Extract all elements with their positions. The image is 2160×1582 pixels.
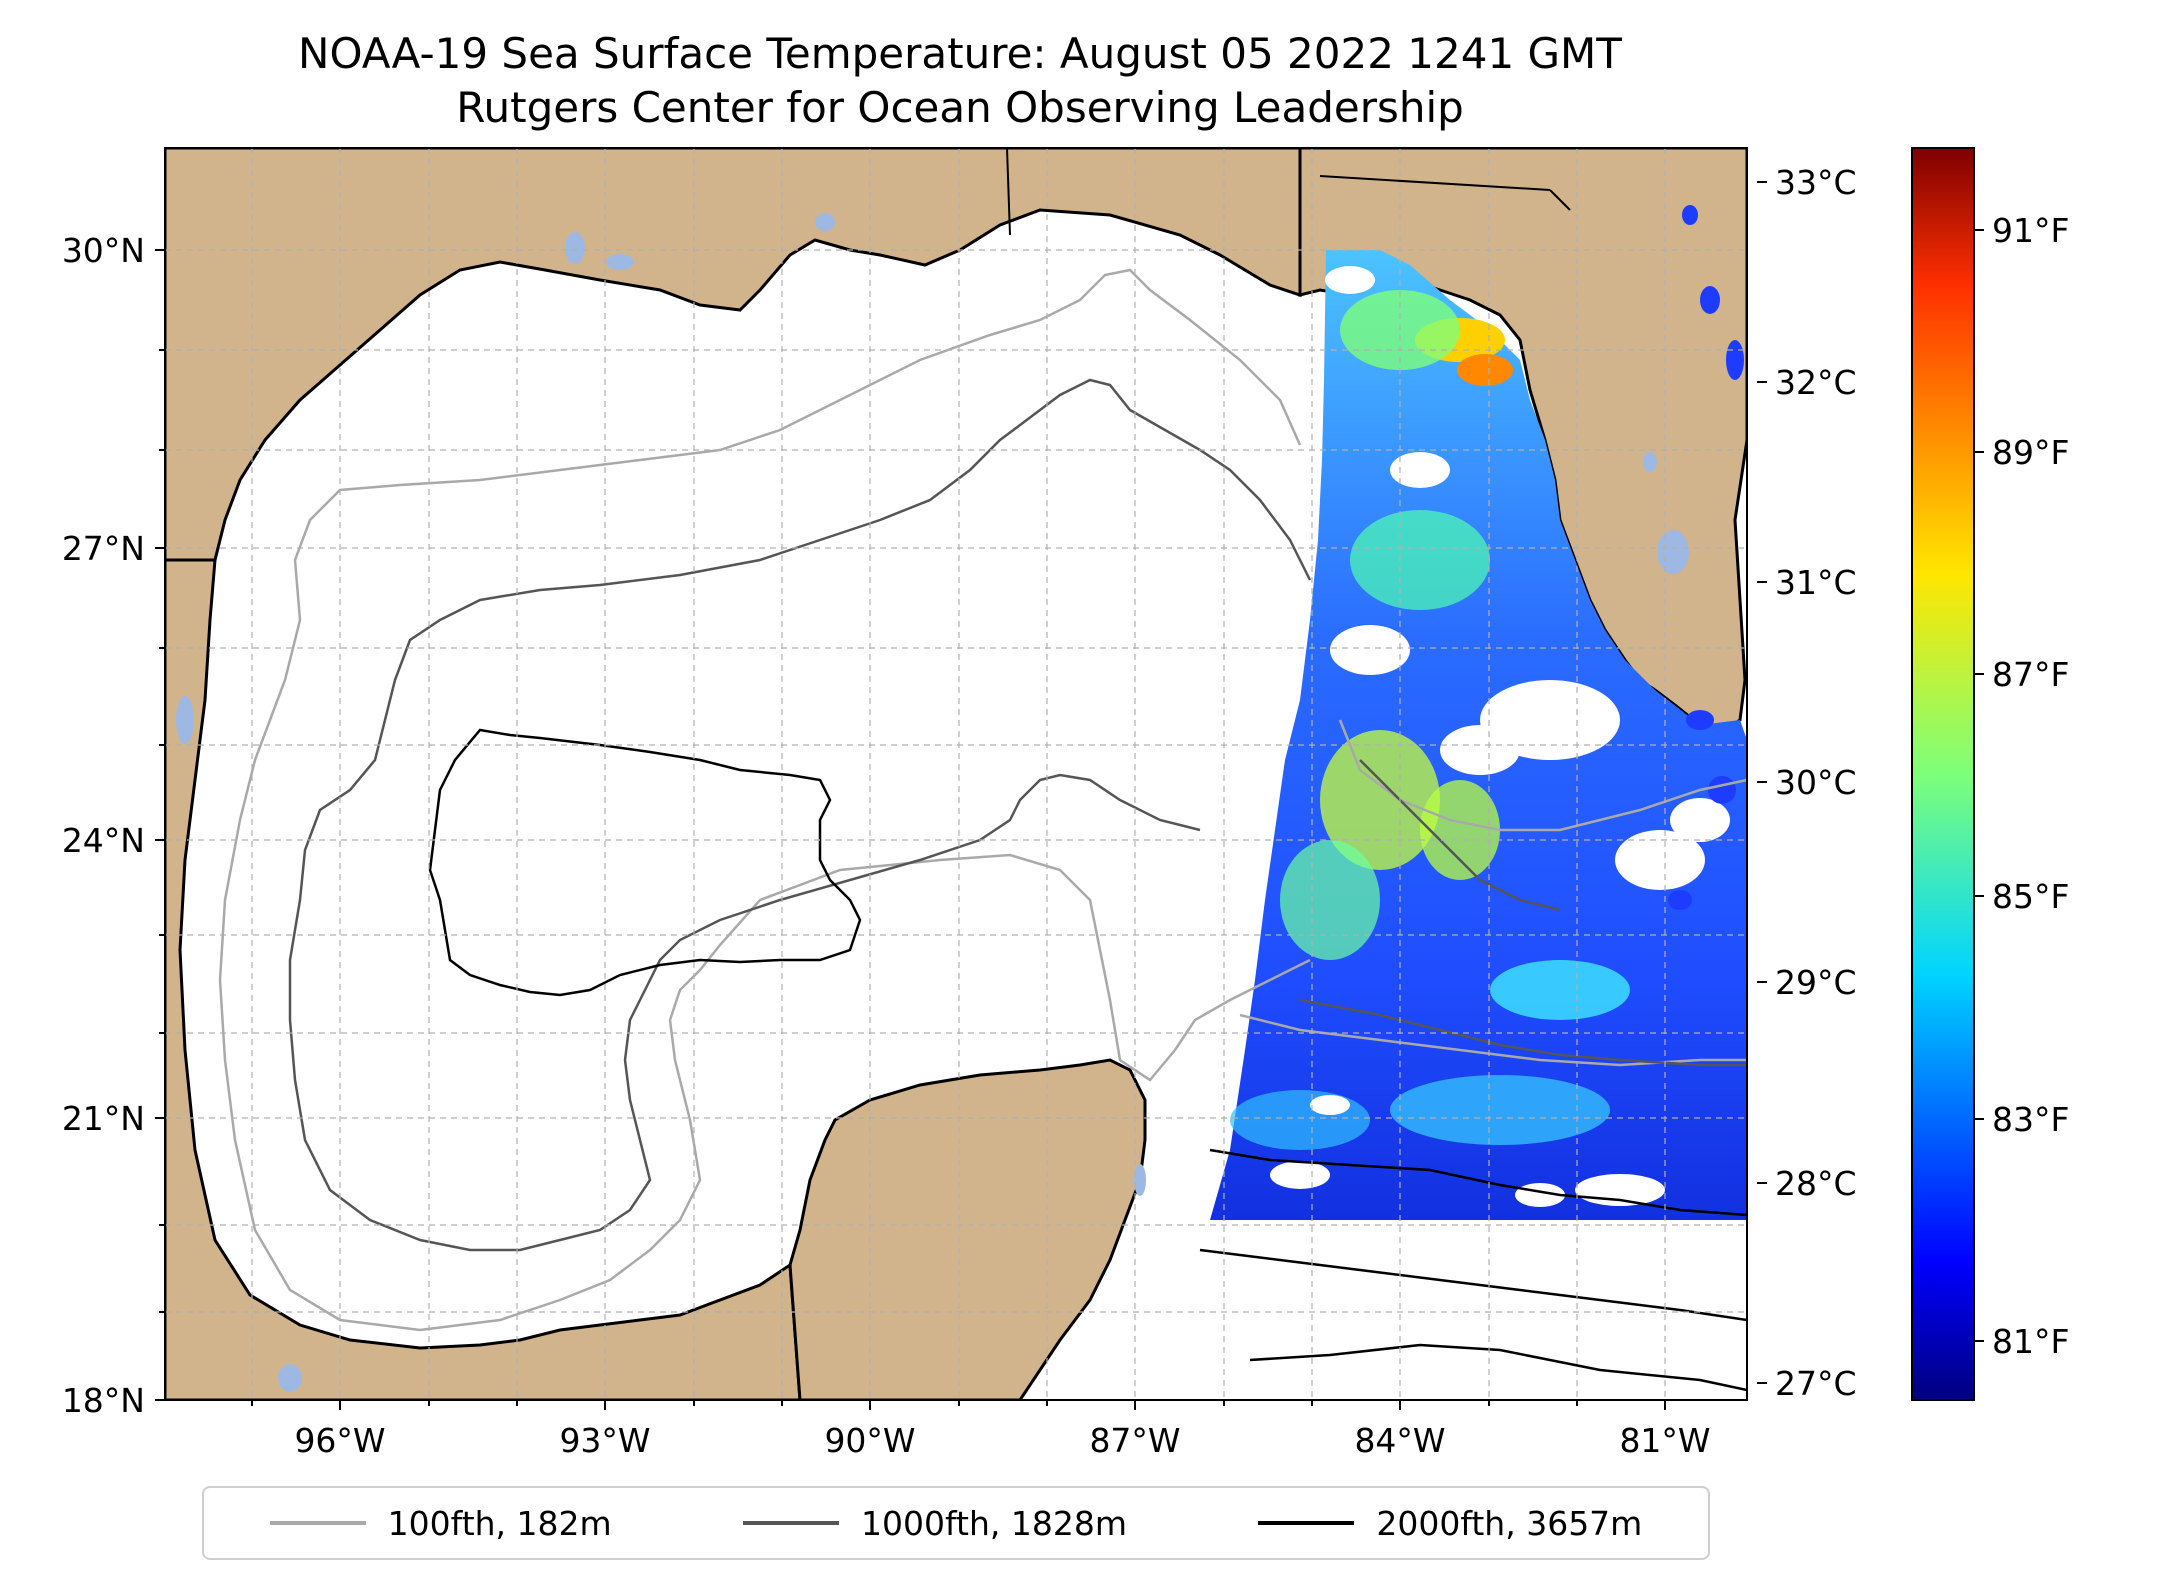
lon-axis: 96°W 93°W 90°W 87°W 84°W 81°W [251,1400,1711,1460]
legend-line-swatch [1258,1521,1355,1525]
lon-tick-label: 90°W [824,1421,915,1460]
contour-legend: 100fth, 182m 1000fth, 1828m 2000fth, 365… [202,1486,1710,1560]
fahrenheit-tick-label: 85°F [1992,877,2069,916]
fahrenheit-tick-label: 81°F [1992,1322,2069,1361]
celsius-tick-label: 29°C [1775,963,1857,1002]
lon-tick-label: 81°W [1619,1421,1710,1460]
celsius-scale: 27°C 28°C 29°C 30°C 31°C 32°C 33°C [1757,163,1857,1403]
lat-axis: 18°N 21°N 24°N 27°N 30°N [62,231,165,1420]
map-title: NOAA-19 Sea Surface Temperature: August … [298,29,1622,78]
colorbar: 81°F 83°F 85°F 87°F 89°F 91°F [1911,147,2069,1401]
celsius-tick-label: 31°C [1775,563,1857,602]
fahrenheit-tick-label: 83°F [1992,1100,2069,1139]
celsius-tick-label: 27°C [1775,1364,1857,1403]
lat-tick-label: 21°N [62,1099,145,1138]
state-borders [1006,148,1571,236]
legend-item-2000fth: 2000fth, 3657m [1258,1504,1642,1543]
legend-label: 100fth, 182m [387,1503,612,1543]
legend-item-1000fth: 1000fth, 1828m [743,1504,1127,1543]
lon-tick-label: 84°W [1354,1421,1445,1460]
map-subtitle: Rutgers Center for Ocean Observing Leade… [456,83,1464,132]
bathymetry-1000fth [288,378,1747,1252]
lat-tick-label: 30°N [62,231,145,270]
legend-label: 2000fth, 3657m [1376,1503,1643,1543]
fahrenheit-tick-label: 91°F [1992,211,2069,250]
celsius-tick-label: 28°C [1775,1164,1857,1203]
lon-tick-label: 93°W [559,1421,650,1460]
legend-label: 1000fth, 1828m [861,1503,1127,1543]
lat-tick-label: 18°N [62,1381,145,1420]
lon-tick-label: 96°W [294,1421,385,1460]
lat-tick-label: 24°N [62,821,145,860]
celsius-tick-label: 32°C [1775,363,1857,402]
fahrenheit-tick-label: 89°F [1992,433,2069,472]
lat-tick-label: 27°N [62,529,145,568]
lon-tick-label: 87°W [1089,1421,1180,1460]
legend-line-swatch [743,1521,840,1525]
lakes [176,213,1689,1392]
map-frame [164,147,1748,1401]
fahrenheit-tick-label: 87°F [1992,655,2069,694]
legend-line-swatch [269,1521,366,1525]
celsius-tick-label: 33°C [1775,163,1857,202]
bathymetry-100fth [218,268,1747,1332]
celsius-tick-label: 30°C [1775,763,1857,802]
map-area [165,148,1747,1400]
bathymetry-2000fth [428,728,1747,1392]
legend-item-100fth: 100fth, 182m [269,1503,612,1543]
